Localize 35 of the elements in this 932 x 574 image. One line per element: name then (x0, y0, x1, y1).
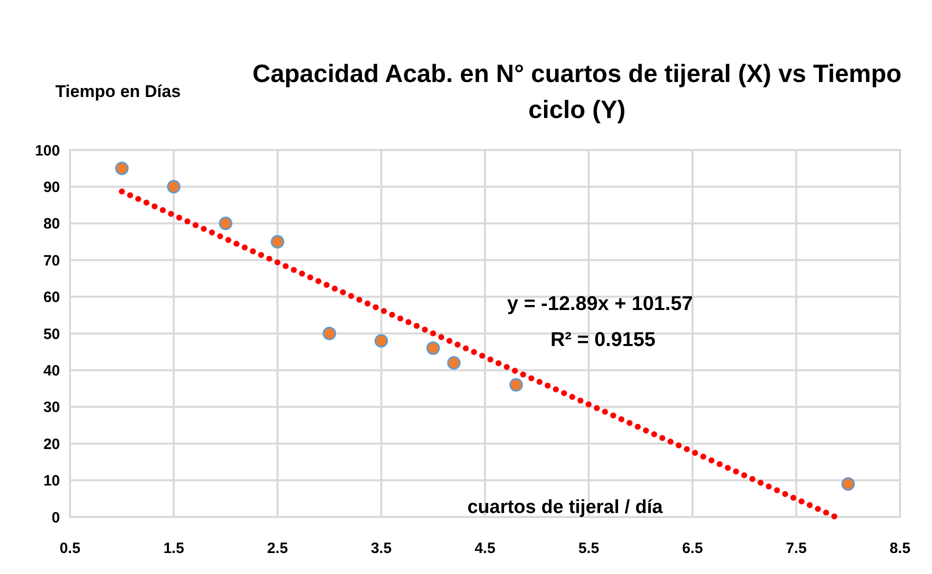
point (167, 180, 180, 194)
y-tick-label: 30 (43, 399, 60, 416)
x-axis-title: cuartos de tijeral / día (467, 497, 664, 518)
x-tick-label: 7.5 (786, 540, 807, 557)
y-axis-title: Tiempo en Días (55, 82, 181, 101)
point (509, 378, 523, 392)
chart-title: Capacidad Acab. en N° cuartos de tijeral (X) vs Tiempo ciclo (Y) (252, 60, 902, 124)
point (426, 341, 440, 355)
y-tick-label: 0 (52, 509, 60, 526)
x-tick-label: 1.5 (163, 540, 184, 557)
x-tick-label: 4.5 (474, 540, 496, 557)
point (218, 216, 232, 230)
point (841, 477, 855, 491)
x-tick-label: 2.5 (267, 540, 288, 557)
x-tick-label: 5.5 (578, 540, 600, 557)
x-tick-label: 3.5 (370, 540, 392, 557)
annotation: y = -12.89x + 101.57 (507, 293, 693, 315)
annotation: R² = 0.9155 (550, 329, 656, 351)
point (270, 235, 284, 248)
y-tick-label: 90 (43, 178, 60, 196)
y-tick-label: 50 (43, 326, 60, 343)
x-tick-label: 0.5 (60, 540, 80, 557)
y-tick-label: 100 (34, 142, 60, 160)
x-tick-label: 8.5 (890, 540, 910, 557)
y-tick-label: 60 (43, 289, 60, 306)
x-tick-label: 6.5 (682, 540, 703, 557)
y-tick-label: 20 (43, 436, 60, 453)
point (322, 326, 336, 340)
y-tick-label: 80 (43, 216, 60, 233)
y-tick-label: 10 (43, 472, 60, 490)
y-tick-label: 40 (43, 362, 60, 380)
point (374, 334, 388, 348)
y-tick-label: 70 (43, 252, 60, 270)
point (115, 162, 129, 176)
point (447, 356, 461, 370)
